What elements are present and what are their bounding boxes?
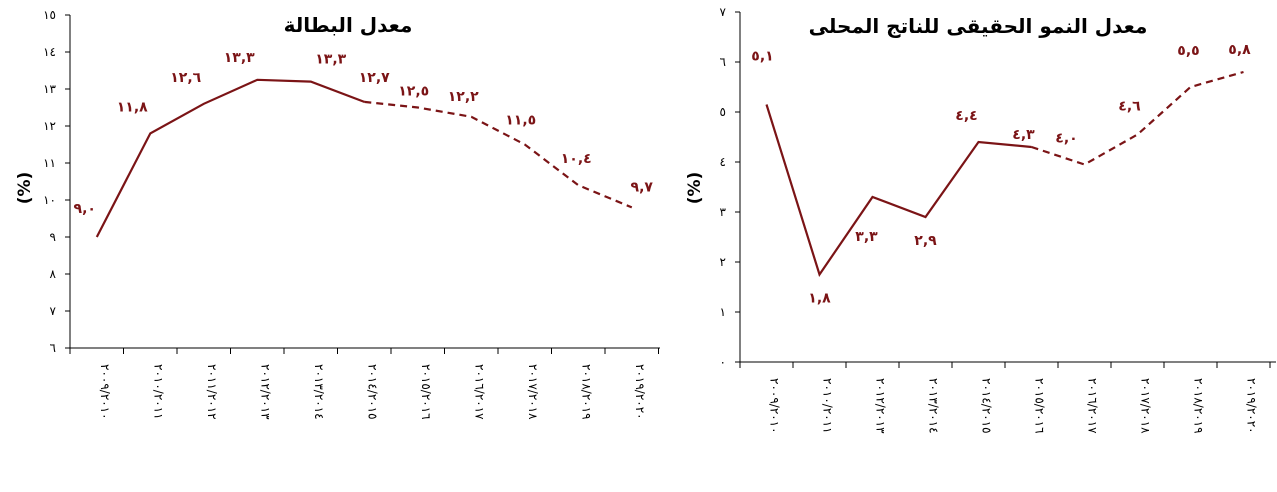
x-tick-label: ٢٠١٥/٢٠١٦ bbox=[1033, 378, 1047, 434]
y-tick-label: ٢ bbox=[720, 255, 726, 269]
y-tick-label: ١٠ bbox=[43, 193, 56, 207]
y-tick-label: ٧ bbox=[720, 5, 727, 19]
x-tick-label: ٢٠١٤/٢٠١٥ bbox=[980, 378, 994, 434]
x-tick-label: ٢٠١٨/٢٠١٩ bbox=[579, 364, 593, 420]
series-line-actual bbox=[95, 78, 365, 238]
data-label: ١٣,٣ bbox=[315, 52, 346, 68]
y-tick-label: ١٤ bbox=[43, 45, 56, 59]
data-label: ١٣,٣ bbox=[224, 50, 255, 66]
data-label: ٥,٨ bbox=[1228, 42, 1251, 58]
x-tick-label: ٢٠١٣/٢٠١٤ bbox=[927, 378, 941, 434]
y-tick-label: ٦ bbox=[720, 55, 726, 69]
series-line-projected bbox=[364, 100, 633, 209]
data-label: ٥,١ bbox=[751, 49, 773, 65]
x-tick-label: ٢٠١٢/٢٠١٣ bbox=[258, 364, 272, 420]
x-tick-label: ٢٠١٨/٢٠١٩ bbox=[1192, 378, 1206, 434]
x-tick-label: ٢٠١٦/٢٠١٧ bbox=[1086, 378, 1100, 434]
y-tick-label: ١ bbox=[720, 305, 726, 319]
y-tick-label: ٠ bbox=[720, 355, 726, 369]
y-tick-label: ٨ bbox=[50, 267, 57, 281]
x-tick-label: ٢٠١٦/٢٠١٧ bbox=[472, 364, 486, 420]
chart-2: معدل النمو الحقيقى للناتج المحلى (%) ٠ ١ ٢ ٣ ٤… bbox=[685, 5, 1276, 434]
y-tick-label: ٧ bbox=[50, 304, 57, 318]
series-line-projected bbox=[1031, 70, 1244, 166]
x-tick-label: ٢٠١٤/٢٠١٥ bbox=[365, 364, 379, 420]
y-tick-label: ٤ bbox=[720, 155, 726, 169]
data-label: ٩,٧ bbox=[631, 179, 654, 195]
y-tick-label: ١٥ bbox=[43, 8, 56, 22]
y-axis-label: (%) bbox=[685, 172, 705, 205]
data-label: ١٢,٦ bbox=[170, 70, 201, 86]
y-tick-label: ٩ bbox=[50, 230, 56, 244]
x-tick-label: ٢٠١٥/٢٠١٦ bbox=[419, 364, 433, 420]
data-label: ٩,٠ bbox=[74, 201, 96, 217]
x-tick-label: ٢٠٠٩/٢٠١٠ bbox=[768, 378, 782, 434]
chart-title: معدل البطالة bbox=[284, 13, 413, 37]
data-label: ١٢,٧ bbox=[359, 70, 390, 86]
data-label: ٢,٩ bbox=[914, 233, 937, 249]
y-tick-label: ٣ bbox=[720, 205, 727, 219]
y-tick-label: ١١ bbox=[43, 156, 56, 170]
x-tick-label: ٢٠١٩/٢٠٢٠ bbox=[633, 364, 647, 420]
x-tick-label: ٢٠١٠/٢٠١١ bbox=[821, 378, 835, 434]
chart-1: معدل البطالة (%) ٦ ٧ ٨ ٩ ١٠ ١١ ١٢ ١٣ ١٤ ١٥ ٢٠٠٩/٢٠١٠… bbox=[15, 8, 660, 420]
data-label: ٤,٦ bbox=[1118, 99, 1141, 115]
y-tick-label: ٥ bbox=[720, 105, 726, 119]
x-tick-label: ٢٠١٩/٢٠٢٠ bbox=[1245, 378, 1259, 434]
data-label: ١٢,٢ bbox=[448, 89, 479, 105]
x-tick-label: ٢٠١١/٢٠١٢ bbox=[205, 364, 219, 420]
series-line-actual bbox=[765, 104, 1032, 277]
y-tick-label: ٦ bbox=[50, 341, 56, 355]
y-tick-label: ١٣ bbox=[43, 82, 56, 96]
x-tick-label: ٢٠١٧/٢٠١٨ bbox=[1139, 378, 1153, 434]
data-label: ٥,٥ bbox=[1177, 43, 1199, 59]
x-tick-label: ٢٠١٢/٢٠١٣ bbox=[874, 378, 888, 434]
x-tick-label: ٢٠٠٩/٢٠١٠ bbox=[98, 364, 112, 420]
data-label: ١١,٥ bbox=[505, 113, 536, 129]
data-label: ١٠,٤ bbox=[561, 151, 592, 167]
data-label: ٤,٠ bbox=[1055, 131, 1077, 147]
y-axis-label: (%) bbox=[15, 172, 35, 205]
x-tick-label: ٢٠١٧/٢٠١٨ bbox=[526, 364, 540, 420]
data-label: ٤,٣ bbox=[1012, 127, 1035, 143]
data-label: ١١,٨ bbox=[117, 99, 148, 115]
data-label: ٤,٤ bbox=[955, 108, 977, 124]
data-label: ١٢,٥ bbox=[398, 84, 429, 100]
chart-title: معدل النمو الحقيقى للناتج المحلى bbox=[809, 14, 1148, 38]
y-tick-label: ١٢ bbox=[43, 119, 56, 133]
data-label: ١,٨ bbox=[808, 291, 831, 307]
x-tick-label: ٢٠١٠/٢٠١١ bbox=[151, 364, 165, 420]
x-tick-label: ٢٠١٣/٢٠١٤ bbox=[312, 364, 326, 420]
data-label: ٣,٣ bbox=[855, 229, 878, 245]
